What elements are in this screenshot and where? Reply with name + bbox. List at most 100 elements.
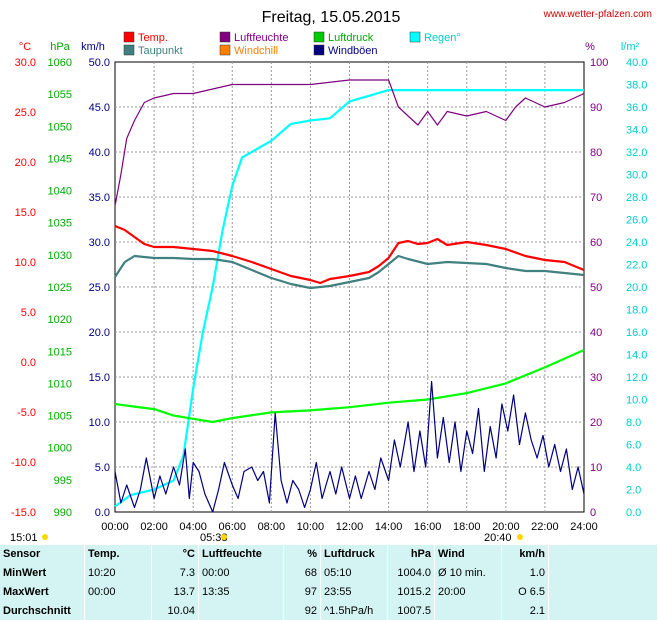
wind-tick-label: 50.0 xyxy=(89,57,110,69)
legend-swatch xyxy=(313,44,325,56)
series-layer xyxy=(114,79,585,513)
rain-tick-label: 6.0 xyxy=(626,440,641,452)
rain-tick-label: 40.0 xyxy=(626,57,647,69)
stats-label: MinWert xyxy=(0,563,85,583)
wind-tick-label: 5.0 xyxy=(95,462,110,474)
series-line-luftfeuchte xyxy=(114,79,585,207)
weather-chart: Freitag, 15.05.2015 www.wetter-pfalzen.c… xyxy=(10,9,652,544)
humidity-tick-label: 90 xyxy=(590,102,602,114)
humidity-tick-label: 20 xyxy=(590,417,602,429)
stats-header: Sensor xyxy=(0,545,85,564)
stats-header: hPa xyxy=(387,545,435,564)
rain-tick-label: 0.0 xyxy=(626,507,641,519)
chart-title: Freitag, 15.05.2015 xyxy=(262,9,401,26)
humidity-tick-label: 70 xyxy=(590,192,602,204)
legend-label: Luftdruck xyxy=(328,32,374,44)
pressure-tick-label: 1005 xyxy=(48,411,72,423)
rain-tick-label: 14.0 xyxy=(626,350,647,362)
x-tick-label: 22:00 xyxy=(531,521,559,533)
stats-cell xyxy=(434,601,502,620)
rain-tick-label: 8.0 xyxy=(626,417,641,429)
humidity-tick-label: 100 xyxy=(590,57,608,69)
wind-tick-label: 10.0 xyxy=(89,417,110,429)
series-line-regen xyxy=(114,88,584,508)
stats-cell: 13.7 xyxy=(151,582,199,602)
x-tick-label: 00:00 xyxy=(101,521,129,533)
temp-tick-label: 25.0 xyxy=(15,107,36,119)
sunrise-marker: 05:38 xyxy=(200,532,228,544)
legend-swatch xyxy=(123,31,135,43)
wind-tick-label: 15.0 xyxy=(89,372,110,384)
stats-cell xyxy=(84,601,152,620)
rain-tick-label: 30.0 xyxy=(626,170,647,182)
temp-tick-label: 30.0 xyxy=(15,57,36,69)
pressure-tick-label: 1010 xyxy=(48,378,72,390)
stats-cell: 1.0 xyxy=(501,563,549,583)
rain-axis-unit: l/m² xyxy=(621,41,640,53)
stats-label: MaxWert xyxy=(0,582,85,602)
legend-swatch xyxy=(409,31,421,43)
start-marker: 15:01 xyxy=(10,532,48,544)
stats-table: Sensor Temp. °C Luftfeuchte % Luftdruck … xyxy=(0,545,658,620)
rain-tick-label: 38.0 xyxy=(626,80,647,92)
stats-filler xyxy=(548,563,658,583)
wind-tick-label: 25.0 xyxy=(89,282,110,294)
stats-filler xyxy=(548,582,658,602)
legend-label: Luftfeuchte xyxy=(234,32,288,44)
stats-header: km/h xyxy=(501,545,549,564)
rain-tick-label: 34.0 xyxy=(626,125,647,137)
temp-axis-unit: °C xyxy=(19,41,31,53)
pressure-tick-label: 995 xyxy=(54,475,72,487)
stats-cell: 00:00 xyxy=(84,582,152,602)
x-tick-label: 08:00 xyxy=(258,521,286,533)
rain-tick-label: 2.0 xyxy=(626,485,641,497)
stats-header: Temp. xyxy=(84,545,152,564)
humidity-tick-label: 80 xyxy=(590,147,602,159)
legend-label: Windchill xyxy=(234,45,278,57)
rain-tick-label: 10.0 xyxy=(626,395,647,407)
rain-tick-label: 20.0 xyxy=(626,282,647,294)
sunset-marker: 20:40 xyxy=(484,532,523,544)
rain-tick-label: 22.0 xyxy=(626,260,647,272)
pressure-tick-label: 990 xyxy=(54,507,72,519)
sunrise-icon xyxy=(221,534,227,540)
stats-cell: 05:10 xyxy=(320,563,388,583)
x-tick-label: 12:00 xyxy=(336,521,364,533)
stats-header: Luftfeuchte xyxy=(198,545,284,564)
stats-cell: O 6.5 xyxy=(501,582,549,602)
stats-filler xyxy=(548,545,658,564)
stats-cell: 68 xyxy=(283,563,321,583)
stats-cell: 13:35 xyxy=(198,582,284,602)
pressure-axis-unit: hPa xyxy=(50,41,70,53)
stats-header-row: Sensor Temp. °C Luftfeuchte % Luftdruck … xyxy=(0,545,658,564)
stats-cell: 20:00 xyxy=(434,582,502,602)
pressure-tick-label: 1015 xyxy=(48,346,72,358)
legend-swatch xyxy=(313,31,325,43)
temp-tick-label: 5.0 xyxy=(21,307,36,319)
sun-icon xyxy=(42,534,48,540)
temp-tick-label: 20.0 xyxy=(15,157,36,169)
stats-header: Wind xyxy=(434,545,502,564)
rain-tick-label: 16.0 xyxy=(626,327,647,339)
legend-label: Taupunkt xyxy=(138,45,183,57)
stats-cell: 97 xyxy=(283,582,321,602)
humidity-tick-label: 10 xyxy=(590,462,602,474)
pressure-tick-label: 1050 xyxy=(48,121,72,133)
wind-tick-label: 35.0 xyxy=(89,192,110,204)
rain-tick-label: 24.0 xyxy=(626,237,647,249)
wind-axis-unit: km/h xyxy=(81,41,105,53)
stats-cell: 92 xyxy=(283,601,321,620)
wind-tick-label: 40.0 xyxy=(89,147,110,159)
sunrise-time: 05:38 xyxy=(200,532,228,544)
x-tick-label: 06:00 xyxy=(218,521,246,533)
temp-tick-label: -15.0 xyxy=(11,507,36,519)
sunset-icon xyxy=(517,534,523,540)
wind-tick-label: 45.0 xyxy=(89,102,110,114)
series-line-luftdruck xyxy=(114,348,585,424)
wind-tick-label: 0.0 xyxy=(95,507,110,519)
site-link[interactable]: www.wetter-pfalzen.com xyxy=(543,9,652,20)
x-tick-label: 16:00 xyxy=(414,521,442,533)
x-tick-label: 24:00 xyxy=(570,521,598,533)
humidity-tick-label: 50 xyxy=(590,282,602,294)
pressure-tick-label: 1040 xyxy=(48,186,72,198)
